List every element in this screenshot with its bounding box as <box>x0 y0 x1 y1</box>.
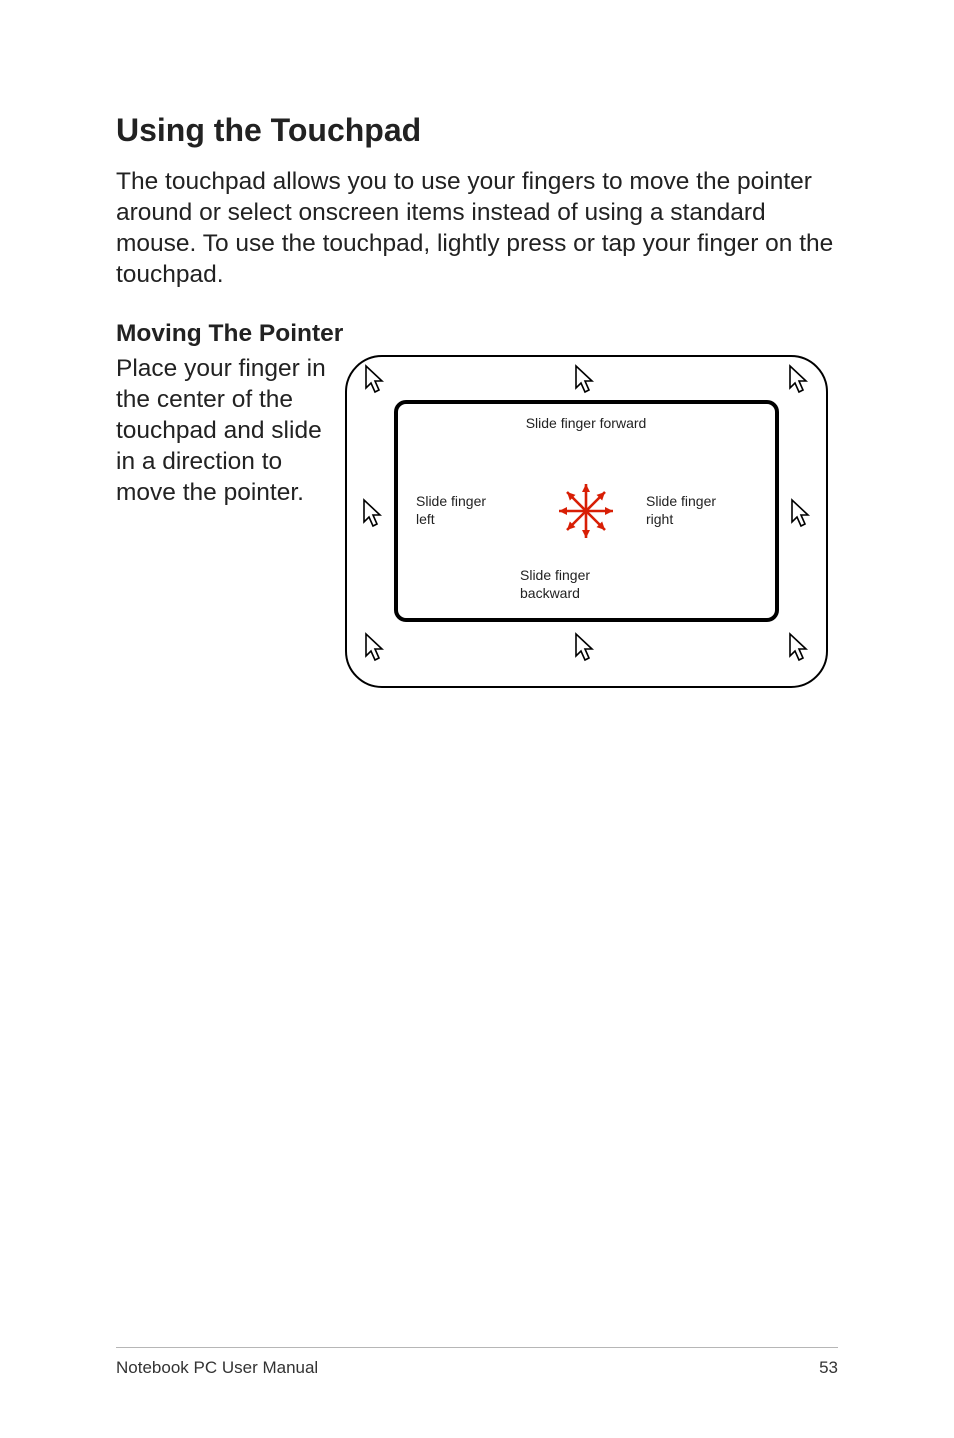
touchpad-diagram-svg: Slide finger forward Slide finger left S… <box>344 354 829 689</box>
touchpad-diagram: Slide finger forward Slide finger left S… <box>344 354 838 689</box>
cursor-icon <box>792 500 808 526</box>
label-back-2: backward <box>520 585 580 601</box>
page-heading: Using the Touchpad <box>116 112 838 149</box>
cursor-icon <box>790 366 806 392</box>
label-right-1: Slide finger <box>646 493 716 509</box>
cursor-icon <box>364 500 380 526</box>
page: Using the Touchpad The touchpad allows y… <box>0 0 954 1438</box>
section-row: Place your finger in the center of the t… <box>116 354 838 689</box>
section-heading: Moving The Pointer <box>116 320 838 348</box>
cursor-icon <box>576 634 592 660</box>
cursor-icon <box>366 366 382 392</box>
footer-page-number: 53 <box>819 1358 838 1378</box>
cursor-icon <box>576 366 592 392</box>
label-right-2: right <box>646 511 673 527</box>
label-back-1: Slide finger <box>520 567 590 583</box>
label-left-1: Slide finger <box>416 493 486 509</box>
label-left-2: left <box>416 511 435 527</box>
section-body: Place your finger in the center of the t… <box>116 354 326 508</box>
direction-star <box>559 484 613 538</box>
intro-paragraph: The touchpad allows you to use your fing… <box>116 167 838 290</box>
footer-left: Notebook PC User Manual <box>116 1358 318 1378</box>
page-footer: Notebook PC User Manual 53 <box>116 1347 838 1378</box>
cursor-icon <box>790 634 806 660</box>
label-forward: Slide finger forward <box>526 415 647 431</box>
cursor-icon <box>366 634 382 660</box>
